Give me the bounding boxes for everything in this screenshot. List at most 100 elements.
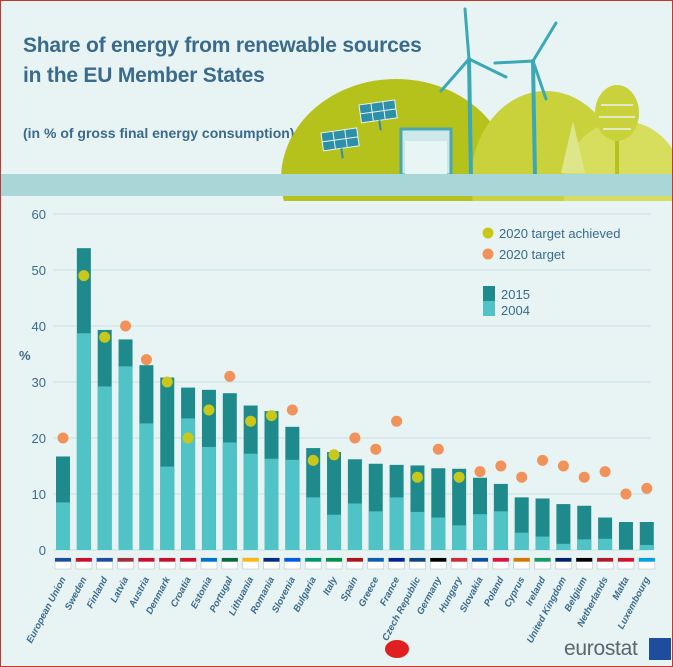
flag-stripe — [555, 558, 572, 562]
bar-2015 — [577, 505, 592, 550]
bar-2004 — [56, 502, 70, 550]
hill-left — [281, 79, 511, 201]
target-achieved-marker — [245, 415, 257, 427]
target-achieved-marker — [99, 331, 111, 343]
target-marker — [495, 460, 507, 472]
flag-stripe — [200, 558, 217, 562]
target-marker — [57, 432, 69, 444]
bar-2004 — [493, 511, 508, 550]
target-marker — [620, 488, 632, 500]
legend-target-label: 2020 target — [499, 247, 565, 262]
bar-2004 — [598, 538, 613, 550]
legend-2015-label: 2015 — [501, 287, 530, 302]
flag-stripe — [492, 558, 509, 562]
eurostat-logo: eurostat — [564, 637, 638, 660]
flag-stripe — [284, 558, 301, 562]
target-marker — [120, 320, 132, 332]
target-marker — [432, 443, 444, 455]
flag-stripe — [75, 558, 92, 562]
target-marker — [370, 443, 382, 455]
x-tick-label: Malta — [610, 575, 631, 602]
bar-2004 — [556, 543, 571, 550]
bar-2004 — [160, 466, 175, 550]
wind-turbine-1 — [439, 7, 508, 179]
bar-2004 — [76, 333, 91, 550]
x-tick-label: Latvia — [109, 575, 132, 604]
bar-2004 — [139, 423, 154, 550]
bar-2004 — [473, 514, 487, 550]
bar-2004 — [514, 532, 529, 550]
bar-2004 — [618, 549, 633, 550]
target-marker — [578, 471, 590, 483]
bar-2004 — [431, 517, 446, 550]
x-tick-label: European Union — [24, 575, 68, 645]
title-line-1: Share of energy from renewable sources — [23, 34, 422, 57]
x-tick-label: Spain — [339, 575, 361, 603]
flag-stripe — [138, 558, 155, 562]
bar-2004 — [639, 544, 654, 550]
target-achieved-marker — [411, 471, 423, 483]
target-marker — [286, 404, 298, 416]
legend-target-achieved-label: 2020 target achieved — [499, 226, 620, 241]
flag-stripe — [472, 558, 488, 562]
y-tick-label: 10 — [32, 487, 46, 502]
eu-flag-icon — [649, 638, 671, 660]
dam-water — [405, 141, 447, 175]
bar-2004 — [285, 459, 300, 550]
flag-stripe — [55, 558, 71, 562]
y-tick-label: 20 — [32, 431, 46, 446]
flag-stripe — [159, 558, 176, 562]
bar-2004 — [577, 539, 592, 550]
bar-2004 — [243, 453, 258, 550]
flag-stripe — [409, 558, 426, 562]
flag-stripe — [576, 558, 593, 562]
flag-stripe — [597, 558, 614, 562]
target-marker — [349, 432, 361, 444]
target-achieved-marker — [161, 376, 173, 388]
target-marker — [516, 471, 528, 483]
bar-2004 — [347, 503, 362, 550]
flag-stripe — [221, 558, 238, 562]
x-tick-label: United Kingdom — [525, 575, 569, 645]
chart-title: Share of energy from renewable sources i… — [23, 31, 422, 91]
legend-2015-swatch — [483, 286, 495, 301]
bar-2004 — [389, 497, 404, 550]
small-tree — [561, 121, 585, 173]
target-marker — [224, 370, 236, 382]
target-marker — [140, 354, 152, 366]
wind-turbine-2 — [493, 21, 558, 179]
bar-2004 — [181, 418, 196, 550]
flag-stripe — [326, 558, 343, 562]
flag-stripe — [180, 558, 197, 562]
flag-stripe — [96, 558, 113, 562]
bar-2004 — [264, 458, 279, 550]
flag-stripe — [367, 558, 384, 562]
flag-stripe — [534, 558, 551, 562]
flag-stripe — [451, 558, 468, 562]
y-tick-label: 40 — [32, 319, 46, 334]
flag-stripe — [305, 558, 322, 562]
flag-stripe — [388, 558, 405, 562]
bar-2015 — [618, 522, 633, 550]
tree — [595, 85, 639, 176]
solar-panel-2 — [358, 99, 398, 131]
target-achieved-marker — [182, 432, 194, 444]
x-tick-label: Italy — [321, 575, 340, 598]
target-achieved-marker — [328, 449, 340, 461]
target-marker — [391, 415, 403, 427]
target-achieved-marker — [453, 471, 465, 483]
flag-stripe — [617, 558, 634, 562]
header-band — [1, 174, 672, 196]
bar-2004 — [306, 497, 321, 550]
legend-target-marker — [482, 248, 494, 260]
legend-target-achieved-marker — [482, 227, 494, 239]
bar-2015 — [556, 504, 571, 550]
bar-2004 — [201, 446, 216, 550]
bar-2004 — [410, 511, 425, 550]
chart-subtitle: (in % of gross final energy consumption) — [23, 125, 295, 141]
target-marker — [537, 454, 549, 466]
title-line-2: in the EU Member States — [23, 64, 265, 87]
bar-2004 — [118, 366, 133, 550]
